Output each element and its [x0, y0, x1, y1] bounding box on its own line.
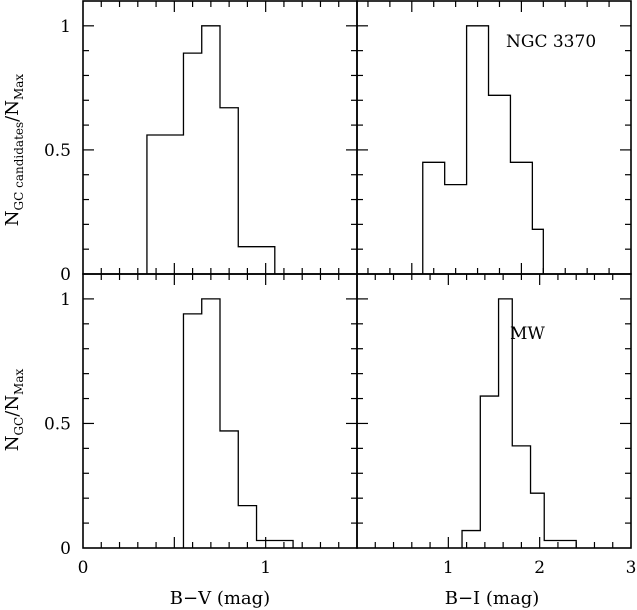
histogram-bin-0 — [147, 135, 184, 274]
histogram-bin-1 — [480, 396, 498, 548]
histogram-bin-1 — [202, 299, 220, 548]
x-tick-label: 1 — [260, 558, 271, 578]
histogram-bin-5 — [532, 229, 543, 274]
x-tick-label: 2 — [534, 558, 545, 578]
annotation-mw: MW — [510, 324, 545, 344]
histogram-bin-4 — [531, 493, 545, 548]
histogram-bin-4 — [257, 541, 294, 548]
panel-top-left: 00.51 — [44, 0, 358, 285]
histogram-bin-5 — [544, 541, 576, 548]
plot-frame — [356, 273, 632, 549]
x-tick-label: 3 — [626, 558, 637, 578]
histogram-bin-0 — [423, 162, 445, 274]
y-tick-label: 0 — [60, 265, 71, 285]
panel-bottom-left: 0 0.5 1 0 1 — [44, 273, 358, 578]
histogram-bin-3 — [220, 108, 238, 274]
histogram-bin-2 — [467, 26, 489, 274]
histogram-bin-4 — [510, 162, 532, 274]
histogram-bin-2 — [220, 431, 238, 548]
histogram-bin-4 — [238, 247, 275, 274]
panel-top-right — [356, 0, 632, 275]
y-tick-label: 0.5 — [44, 414, 71, 434]
axis-ticks — [83, 274, 357, 548]
histogram-bin-0 — [183, 314, 201, 548]
histogram-bin-3 — [512, 446, 530, 548]
xlabel-right: B−I (mag) — [445, 588, 540, 609]
y-tick-label: 0.5 — [44, 141, 71, 161]
histogram-bin-0 — [462, 531, 480, 548]
histogram-bin-1 — [445, 185, 467, 274]
histogram-bin-3 — [238, 506, 256, 548]
histogram-outline — [422, 25, 544, 274]
axis-ticks — [357, 1, 631, 274]
panel-bottom-right: 1 2 3 — [356, 273, 637, 578]
histogram-outline — [182, 298, 294, 548]
xlabel-left: B−V (mag) — [170, 588, 270, 609]
axis-ticks — [83, 1, 357, 274]
annotation-ngc3370: NGC 3370 — [506, 32, 596, 52]
y-tick-label: 1 — [60, 17, 71, 37]
histogram-outline — [461, 298, 577, 548]
histogram-bin-3 — [489, 95, 511, 274]
ylabel-top: NGC candidates/NMax — [2, 74, 26, 227]
y-tick-label: 0 — [60, 539, 71, 559]
x-tick-label: 1 — [443, 558, 454, 578]
histogram-outline — [146, 25, 276, 274]
x-tick-label: 0 — [78, 558, 89, 578]
histogram-bin-2 — [202, 26, 220, 274]
histogram-bin-1 — [183, 53, 201, 274]
y-tick-label: 1 — [60, 290, 71, 310]
ylabel-bottom: NGC/NMax — [2, 368, 26, 451]
